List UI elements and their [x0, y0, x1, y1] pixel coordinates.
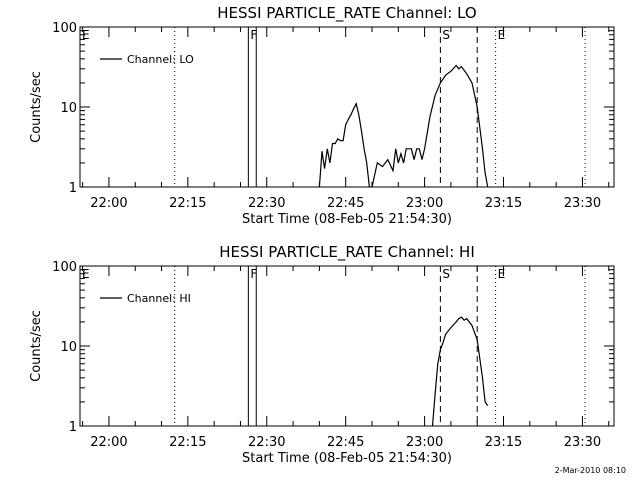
y-tick-label: 100 [52, 260, 77, 275]
x-tick-label: 23:30 [564, 435, 601, 450]
footer-timestamp: 2-Mar-2010 08:10 [554, 466, 626, 475]
x-tick-label: 23:30 [564, 196, 601, 211]
x-tick-label: 22:15 [169, 435, 206, 450]
series-line [318, 64, 489, 187]
x-axis-label: Start Time (08-Feb-05 21:54:30) [242, 212, 452, 227]
x-tick-label: 22:45 [327, 196, 364, 211]
plot-frame [79, 26, 615, 188]
marker-label-s: S [442, 267, 450, 281]
plot-frame [79, 265, 615, 427]
x-tick-label: 23:15 [485, 196, 522, 211]
x-tick-label: 22:00 [90, 196, 127, 211]
x-tick-label: 22:30 [248, 435, 285, 450]
y-axis-label: Counts/sec [29, 310, 44, 382]
chart-title: HESSI PARTICLE_RATE Channel: LO [217, 4, 476, 23]
x-tick-label: 22:30 [248, 196, 285, 211]
marker-label-e: E [498, 267, 506, 281]
x-tick-label: 23:15 [485, 435, 522, 450]
x-tick-label: 22:45 [327, 435, 364, 450]
x-tick-label: 23:00 [406, 435, 443, 450]
y-tick-label: 10 [60, 340, 77, 355]
x-tick-label: 22:15 [169, 196, 206, 211]
y-tick-label: 1 [69, 420, 77, 435]
series-line [431, 316, 489, 426]
legend-label: Channel: HI [127, 292, 191, 305]
x-axis-label: Start Time (08-Feb-05 21:54:30) [242, 451, 452, 466]
y-tick-label: 100 [52, 21, 77, 36]
chart-title: HESSI PARTICLE_RATE Channel: HI [219, 243, 475, 262]
marker-label-f: F [250, 28, 257, 42]
y-tick-label: 1 [69, 181, 77, 196]
y-axis-label: Counts/sec [29, 71, 44, 143]
marker-label-e: E [82, 267, 90, 281]
chart-panel-1: HESSI PARTICLE_RATE Channel: LO 22:00 22:1… [29, 4, 615, 227]
marker-label-s: S [442, 28, 450, 42]
y-tick-label: 10 [60, 101, 77, 116]
x-tick-label: 23:00 [406, 196, 443, 211]
marker-label-e: E [82, 28, 90, 42]
marker-label-e: E [498, 28, 506, 42]
marker-label-f: F [250, 267, 257, 281]
chart-panel-2: HESSI PARTICLE_RATE Channel: HI 22:00 22:1… [29, 243, 615, 466]
x-tick-label: 22:00 [90, 435, 127, 450]
legend-label: Channel: LO [127, 53, 194, 66]
